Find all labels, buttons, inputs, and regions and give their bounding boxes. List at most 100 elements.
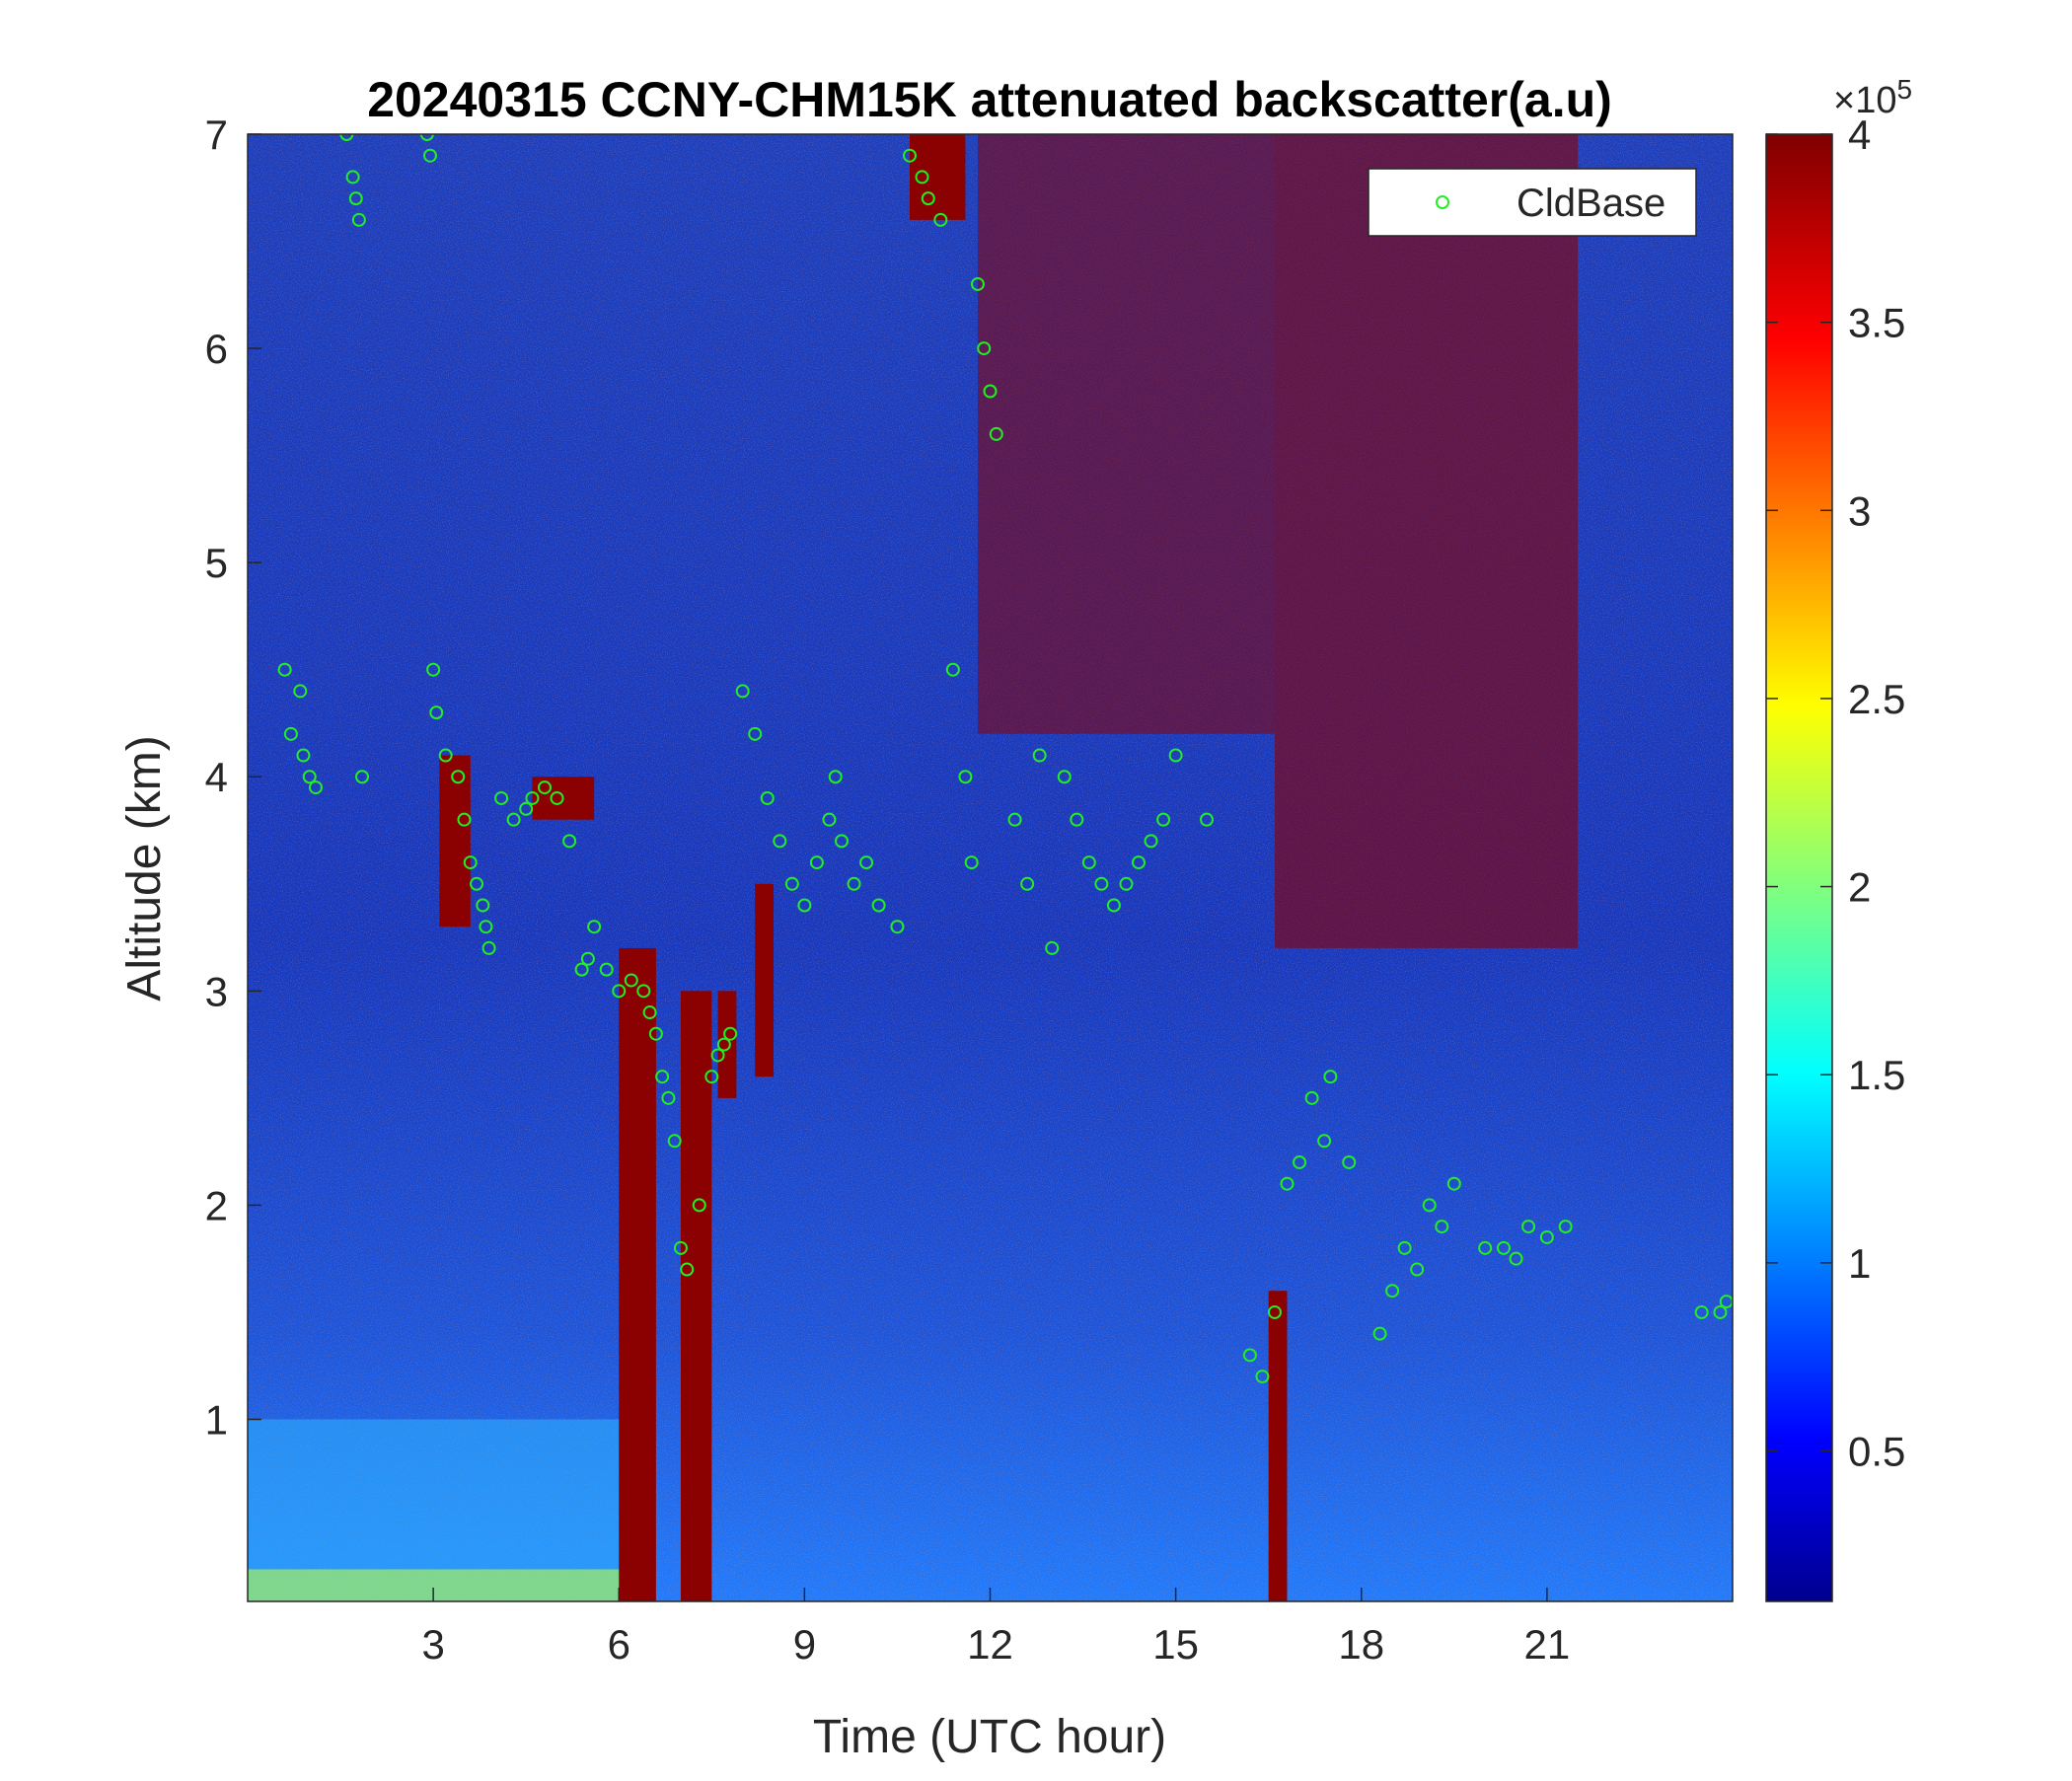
cldbase-point <box>1045 940 1060 955</box>
cldbase-point <box>661 1090 676 1105</box>
cldbase-point <box>1199 812 1214 827</box>
cldbase-point <box>1713 1304 1728 1319</box>
cldbase-point <box>624 973 638 988</box>
x-axis: 3 6 9 12 15 18 21 <box>421 1588 1570 1668</box>
cldbase-point <box>351 212 366 227</box>
colorbar-tick-label: 1.5 <box>1848 1052 1905 1098</box>
cldbase-point <box>562 834 577 849</box>
cldbase-point <box>1509 1251 1523 1266</box>
cldbase-point <box>921 191 935 206</box>
cldbase-point <box>977 341 992 356</box>
cldbase-point <box>673 1240 688 1255</box>
cldbase-point <box>692 1198 706 1213</box>
cldbase-point <box>1496 1240 1511 1255</box>
cldbase-point <box>1323 1070 1338 1084</box>
upper-backscatter-region <box>1274 134 1579 948</box>
upper-backscatter-region <box>977 134 1275 734</box>
cldbase-point <box>463 855 478 870</box>
colorbar-tick-label: 2.5 <box>1848 676 1905 722</box>
cldbase-point <box>1280 1176 1295 1191</box>
cldbase-point <box>283 726 298 741</box>
cldbase-point <box>1293 1154 1307 1169</box>
cloud-base-markers <box>277 134 1733 1384</box>
cldbase-point <box>612 984 627 999</box>
colorbar-ticks: 0.5 1 1.5 2 2.5 3 3.5 4 <box>1766 111 1905 1474</box>
cldbase-point <box>1057 770 1072 784</box>
cldbase-point <box>599 962 614 977</box>
cldbase-point <box>1317 1134 1332 1149</box>
legend-marker <box>1436 195 1449 209</box>
cldbase-point <box>1070 812 1084 827</box>
cldbase-point <box>438 748 453 763</box>
cldbase-point <box>1397 1240 1412 1255</box>
colorbar-tick-label: 3 <box>1848 487 1871 534</box>
cldbase-point <box>704 1070 719 1084</box>
cldbase-point <box>457 812 472 827</box>
cldbase-point <box>525 790 540 805</box>
cldbase-point <box>859 855 874 870</box>
colorbar-tick-label: 4 <box>1848 111 1871 158</box>
cldbase-point <box>1410 1262 1425 1277</box>
cldbase-point <box>1385 1284 1400 1299</box>
cldbase-point <box>1539 1229 1554 1244</box>
cldbase-point <box>1342 1154 1357 1169</box>
cldbase-point <box>494 790 509 805</box>
cldbase-point <box>970 276 985 291</box>
cldbase-point <box>655 1070 670 1084</box>
colorbar-tick-label: 3.5 <box>1848 300 1905 346</box>
cldbase-point <box>550 790 564 805</box>
saturated-column <box>680 991 712 1601</box>
legend-box <box>1368 168 1697 237</box>
x-tick-label: 9 <box>793 1621 816 1668</box>
cldbase-point <box>345 170 360 185</box>
saturated-column <box>439 755 471 928</box>
cldbase-point <box>871 898 886 913</box>
y-tick-label: 4 <box>205 754 228 800</box>
y-tick-label: 2 <box>205 1182 228 1228</box>
cldbase-point <box>1020 876 1035 891</box>
saturated-column <box>717 991 737 1098</box>
cldbase-point <box>580 951 595 966</box>
x-tick-label: 12 <box>967 1621 1013 1668</box>
cldbase-point <box>835 834 849 849</box>
backscatter-features <box>248 134 1733 1601</box>
x-tick-label: 18 <box>1338 1621 1384 1668</box>
cldbase-point <box>426 662 441 677</box>
saturated-column <box>755 883 775 1077</box>
cldbase-point <box>587 920 602 934</box>
cldbase-point <box>748 726 763 741</box>
cldbase-point <box>773 834 787 849</box>
y-tick-label: 5 <box>205 540 228 586</box>
cldbase-point <box>308 780 323 795</box>
cldbase-point <box>422 148 437 163</box>
cldbase-point <box>958 770 973 784</box>
cldbase-point <box>470 876 484 891</box>
cldbase-point <box>302 770 317 784</box>
cldbase-point <box>667 1134 682 1149</box>
cldbase-point <box>1558 1220 1573 1234</box>
cldbase-point <box>1168 748 1183 763</box>
cldbase-point <box>902 148 917 163</box>
cldbase-point <box>1032 748 1047 763</box>
cldbase-point <box>355 770 370 784</box>
cldbase-point <box>735 684 750 699</box>
cldbase-point <box>348 191 363 206</box>
cldbase-point <box>476 898 490 913</box>
cldbase-point <box>1255 1370 1270 1384</box>
saturated-column <box>619 947 656 1601</box>
cldbase-point <box>1242 1348 1257 1363</box>
x-tick-label: 15 <box>1152 1621 1199 1668</box>
cldbase-point <box>519 801 534 816</box>
cldbase-point <box>277 662 292 677</box>
legend: CldBase <box>1368 168 1697 237</box>
cldbase-point <box>716 1037 731 1052</box>
cldbase-point <box>1521 1220 1536 1234</box>
cldbase-point <box>723 1026 738 1041</box>
chart-title: 20240315 CCNY-CHM15K attenuated backscat… <box>367 72 1612 127</box>
cldbase-point <box>636 984 651 999</box>
cldbase-point <box>1094 876 1109 891</box>
colorbar-tick-label: 1 <box>1848 1240 1871 1287</box>
x-tick-label: 21 <box>1524 1621 1571 1668</box>
